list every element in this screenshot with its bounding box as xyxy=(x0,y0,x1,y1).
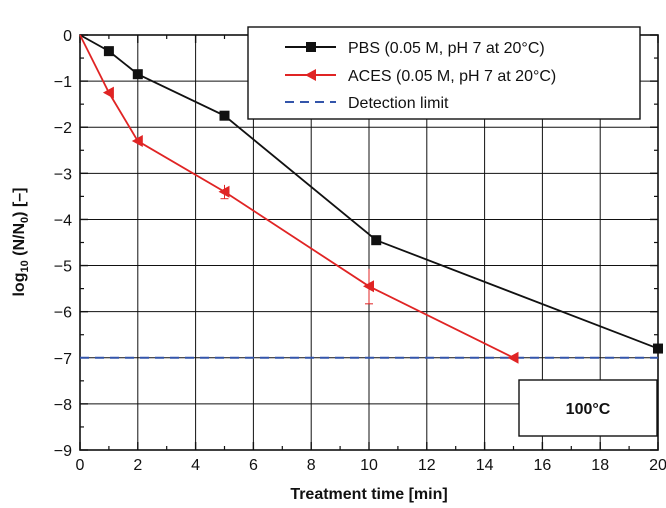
temperature-annotation: 100°C xyxy=(518,379,658,437)
x-tick-label: 8 xyxy=(307,457,316,474)
y-tick-label: 0 xyxy=(63,28,72,45)
series-line-aces xyxy=(79,34,514,359)
y-tick-labels: 0 −1 −2 −3 −4 −5 −6 −7 −8 −9 xyxy=(54,28,72,460)
x-tick-label: 6 xyxy=(249,457,258,474)
y-axis-title: log10 (N/N0) [–] xyxy=(11,187,31,296)
x-tick-label: 0 xyxy=(76,457,85,474)
data-point-aces xyxy=(363,280,374,293)
data-point-aces xyxy=(102,86,114,99)
legend: PBS (0.05 M, pH 7 at 20°C) ACES (0.05 M,… xyxy=(247,26,641,120)
y-tick-label: −6 xyxy=(54,305,72,322)
x-tick-label: 20 xyxy=(649,457,666,474)
legend-label-pbs: PBS (0.05 M, pH 7 at 20°C) xyxy=(348,40,545,57)
series-markers xyxy=(102,46,663,364)
x-axis-title: Treatment time [min] xyxy=(290,486,447,503)
data-point-pbs xyxy=(132,69,143,80)
x-tick-label: 16 xyxy=(534,457,552,474)
x-tick-label: 12 xyxy=(418,457,436,474)
x-tick-label: 18 xyxy=(591,457,609,474)
y-tick-label: −1 xyxy=(54,74,72,91)
x-tick-label: 14 xyxy=(476,457,494,474)
legend-label-aces: ACES (0.05 M, pH 7 at 20°C) xyxy=(348,68,556,85)
y-tick-label: −5 xyxy=(54,259,72,276)
legend-marker-aces xyxy=(305,69,316,81)
data-point-pbs xyxy=(371,235,382,246)
data-point-aces xyxy=(131,135,143,148)
y-tick-label: −2 xyxy=(54,120,72,137)
y-tick-label: −3 xyxy=(54,166,72,183)
y-tick-label: −8 xyxy=(54,397,72,414)
y-axis-title-part2: (N/N xyxy=(11,223,28,260)
legend-marker-pbs xyxy=(306,42,316,52)
x-tick-labels: 0 2 4 6 8 10 12 14 16 18 20 xyxy=(76,457,666,474)
annotation-label: 100°C xyxy=(566,401,611,418)
data-point-pbs xyxy=(219,110,230,121)
legend-label-detection: Detection limit xyxy=(348,95,449,112)
y-axis-title-part3: ) [–] xyxy=(11,187,28,216)
y-tick-label: −9 xyxy=(54,443,72,460)
data-point-aces xyxy=(218,185,230,198)
x-tick-label: 4 xyxy=(191,457,200,474)
y-tick-label: −4 xyxy=(54,212,72,229)
y-axis-title-sub1: 10 xyxy=(19,260,31,272)
data-point-aces xyxy=(507,351,519,364)
data-point-pbs xyxy=(653,343,663,354)
y-axis-title-sub2: 0 xyxy=(19,217,31,223)
y-axis-title-part1: log xyxy=(11,273,28,297)
data-point-pbs xyxy=(103,46,114,57)
error-bars xyxy=(220,184,373,305)
y-tick-label: −7 xyxy=(54,351,72,368)
annotation-box xyxy=(518,379,658,437)
x-tick-label: 2 xyxy=(133,457,142,474)
x-tick-label: 10 xyxy=(360,457,378,474)
